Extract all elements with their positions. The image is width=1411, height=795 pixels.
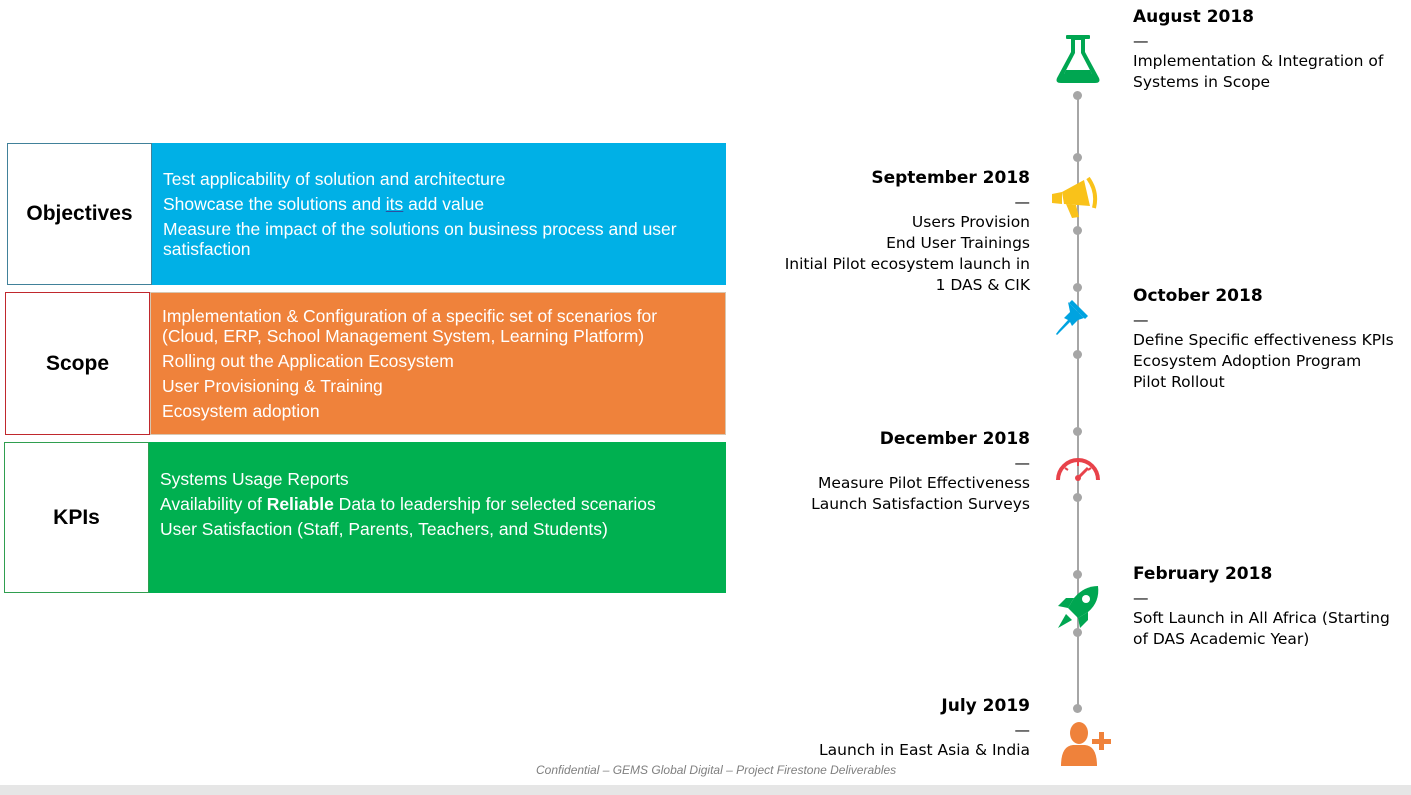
timeline-line-text: End User Trainings: [886, 234, 1030, 252]
scope-line: Rolling out the Application Ecosystem: [162, 351, 454, 371]
kpis-content: Systems Usage Reports Availability of Re…: [149, 442, 726, 593]
timeline-entry-august: August 2018 — Implementation & Integrati…: [1133, 7, 1383, 93]
timeline-dot: [1073, 493, 1082, 502]
timeline-entry-september: September 2018 — Users Provision End Use…: [785, 168, 1030, 296]
kpis-line: User Satisfaction (Staff, Parents, Teach…: [160, 518, 608, 539]
timeline-line-text: Launch in East Asia & India: [819, 741, 1030, 759]
rocket-icon: [1058, 586, 1099, 628]
timeline-line-text: Pilot Rollout: [1133, 373, 1225, 391]
timeline-line-text: Users Provision: [911, 213, 1030, 231]
add-user-icon: [1061, 722, 1111, 766]
timeline-entry-october: October 2018 — Define Specific effective…: [1133, 286, 1394, 393]
megaphone-icon: [1052, 176, 1098, 218]
kpis-line: Systems Usage Reports: [160, 468, 349, 489]
scope-line: Ecosystem adoption: [162, 401, 320, 421]
timeline-dot: [1073, 570, 1082, 579]
timeline-date: August 2018: [1133, 7, 1255, 27]
flask-icon: [1056, 35, 1100, 83]
timeline-dash: —: [1014, 454, 1031, 472]
timeline-dot: [1073, 427, 1082, 436]
speedometer-icon: [1056, 458, 1100, 481]
timeline-line-text: Systems in Scope: [1133, 73, 1271, 91]
scope-line: User Provisioning & Training: [162, 376, 383, 396]
objectives-line: Showcase the solutions and its add value: [163, 194, 485, 214]
timeline-dash: —: [1014, 721, 1031, 739]
timeline-entry-february: February 2018 — Soft Launch in All Afric…: [1133, 564, 1390, 650]
scope-content: Implementation & Configuration of a spec…: [150, 292, 726, 435]
timeline-date: July 2019: [941, 696, 1030, 716]
timeline-line-text: Define Specific effectiveness KPIs: [1133, 331, 1394, 349]
timeline-dash: —: [1133, 311, 1149, 329]
scope-line: Implementation & Configuration of a spec…: [162, 306, 658, 346]
objectives-content: Test applicability of solution and archi…: [152, 143, 726, 285]
timeline-line-text: Implementation & Integration of: [1133, 52, 1384, 70]
timeline-dot: [1073, 226, 1082, 235]
timeline-line-text: Initial Pilot ecosystem launch in: [784, 255, 1030, 273]
confidential-footer: Confidential – GEMS Global Digital – Pro…: [536, 763, 897, 777]
timeline-line-text: of DAS Academic Year): [1133, 630, 1310, 648]
objectives-line: Test applicability of solution and archi…: [163, 169, 506, 189]
timeline-dash: —: [1014, 193, 1031, 211]
scope-section: Scope Implementation & Configuration of …: [5, 292, 726, 435]
timeline-dot: [1073, 704, 1082, 713]
timeline-dash: —: [1133, 589, 1149, 607]
timeline-dash: —: [1133, 32, 1149, 50]
timeline-line-text: Launch Satisfaction Surveys: [811, 495, 1030, 513]
timeline-dot: [1073, 628, 1082, 637]
timeline-dot: [1073, 91, 1082, 100]
timeline-entry-december: December 2018 — Measure Pilot Effectiven…: [811, 429, 1030, 515]
timeline-date: September 2018: [871, 168, 1030, 188]
kpis-label: KPIs: [4, 442, 149, 593]
timeline-dot: [1073, 350, 1082, 359]
timeline-line-text: Soft Launch in All Africa (Starting: [1133, 609, 1390, 627]
timeline-date: December 2018: [879, 429, 1030, 449]
objectives-section: Objectives Test applicability of solutio…: [7, 143, 726, 285]
timeline-dot: [1073, 283, 1082, 292]
timeline-line: [1077, 92, 1079, 710]
timeline-line-text: 1 DAS & CIK: [935, 276, 1030, 294]
kpis-line: Availability of Reliable Data to leaders…: [160, 493, 656, 514]
timeline-line-text: Ecosystem Adoption Program: [1133, 352, 1362, 370]
pushpin-icon: [1056, 300, 1088, 335]
timeline-line-text: Measure Pilot Effectiveness: [817, 474, 1030, 492]
bottom-bar: [0, 785, 1411, 795]
objectives-label: Objectives: [7, 143, 152, 285]
timeline-entry-july: July 2019 — Launch in East Asia & India: [819, 696, 1030, 761]
kpis-section: KPIs Systems Usage Reports Availability …: [4, 442, 726, 593]
timeline-dot: [1073, 153, 1082, 162]
timeline-date: February 2018: [1133, 564, 1273, 584]
timeline-date: October 2018: [1133, 286, 1263, 306]
scope-label: Scope: [5, 292, 150, 435]
objectives-line: Measure the impact of the solutions on b…: [163, 219, 677, 259]
